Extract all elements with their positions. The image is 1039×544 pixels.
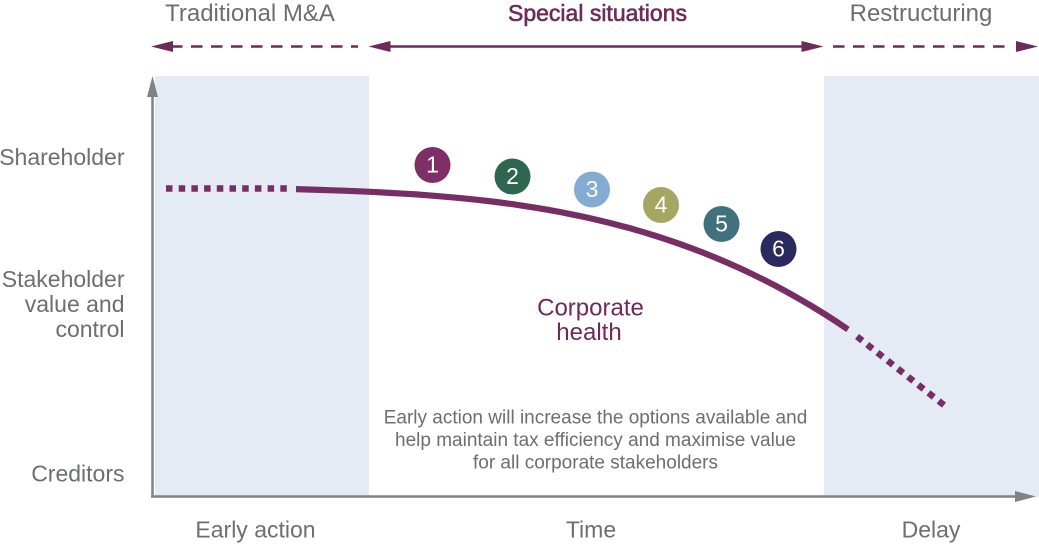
svg-text:Corporate: Corporate [537, 295, 644, 322]
svg-text:Stakeholder: Stakeholder [2, 266, 125, 292]
svg-text:Early action will increase the: Early action will increase the options a… [384, 408, 808, 429]
svg-text:6: 6 [772, 236, 785, 262]
svg-text:3: 3 [586, 176, 599, 202]
svg-text:Time: Time [566, 517, 616, 543]
svg-text:4: 4 [655, 192, 668, 218]
svg-text:Creditors: Creditors [31, 461, 124, 487]
svg-text:Traditional M&A: Traditional M&A [165, 0, 335, 27]
svg-text:Special situations: Special situations [508, 0, 687, 26]
svg-text:5: 5 [715, 211, 728, 237]
svg-text:help maintain tax efficiency a: help maintain tax efficiency and maximis… [395, 430, 796, 451]
svg-text:Shareholder: Shareholder [0, 144, 125, 170]
svg-text:Delay: Delay [902, 517, 961, 543]
svg-text:Restructuring: Restructuring [850, 0, 993, 27]
svg-text:for all corporate stakeholders: for all corporate stakeholders [473, 453, 718, 474]
svg-text:1: 1 [426, 152, 439, 178]
svg-text:2: 2 [506, 163, 519, 189]
svg-text:value and: value and [25, 291, 125, 317]
svg-text:Early action: Early action [195, 517, 315, 543]
svg-text:control: control [55, 316, 124, 342]
svg-text:health: health [556, 319, 621, 346]
